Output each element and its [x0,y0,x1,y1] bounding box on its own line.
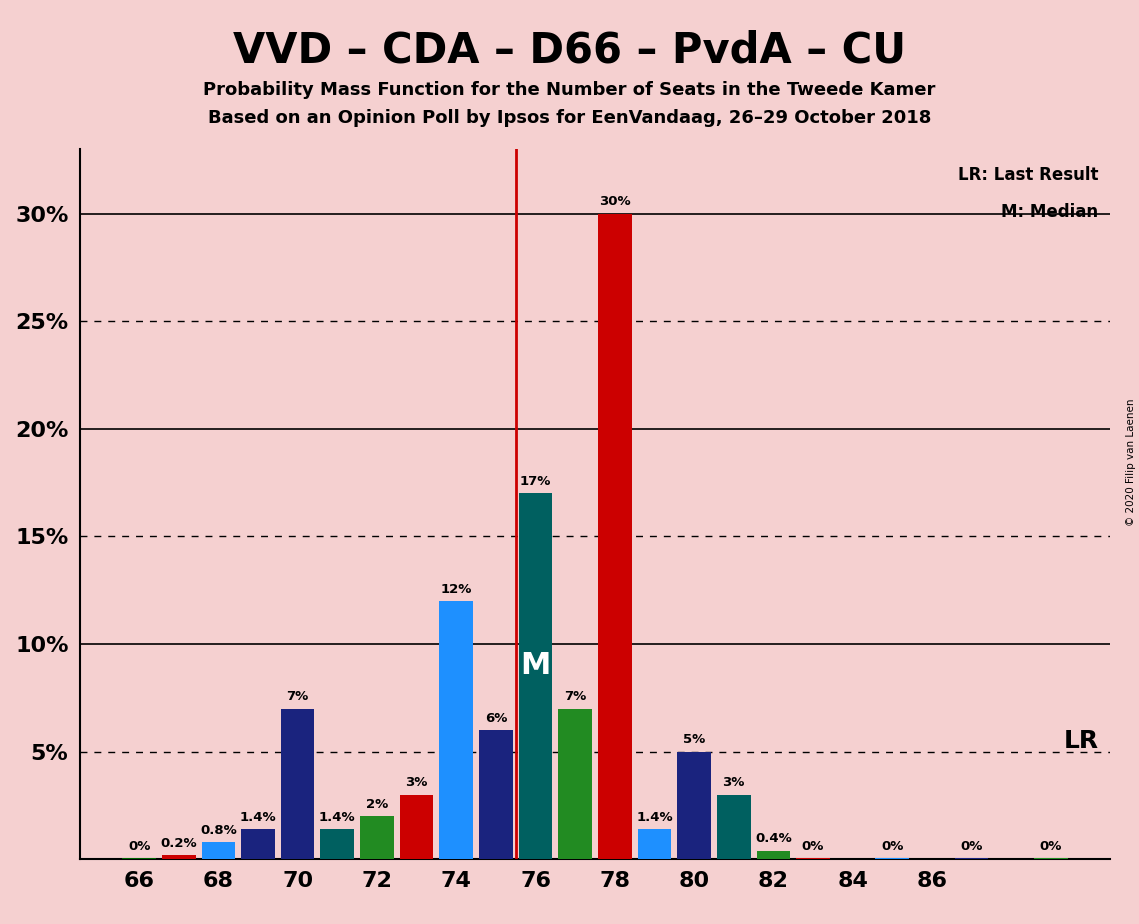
Text: Probability Mass Function for the Number of Seats in the Tweede Kamer: Probability Mass Function for the Number… [204,81,935,99]
Bar [241,829,274,859]
Text: 0%: 0% [802,840,825,853]
Text: Based on an Opinion Poll by Ipsos for EenVandaag, 26–29 October 2018: Based on an Opinion Poll by Ipsos for Ee… [207,109,932,127]
Bar [796,858,830,859]
Text: 12%: 12% [441,583,472,596]
Text: 30%: 30% [599,195,631,208]
Text: 6%: 6% [485,711,507,724]
Text: M: Median: M: Median [1001,202,1098,221]
Text: 2%: 2% [366,798,388,811]
Text: LR: Last Result: LR: Last Result [958,166,1098,184]
Text: 7%: 7% [287,690,309,703]
Text: 3%: 3% [722,776,745,789]
Text: 17%: 17% [519,475,551,488]
Bar [716,795,751,859]
Bar [518,493,552,859]
Bar [1034,858,1067,859]
Text: 0.8%: 0.8% [200,824,237,837]
Text: 0%: 0% [960,840,983,853]
Text: M: M [521,651,550,680]
Bar [876,858,909,859]
Bar [954,858,989,859]
Text: 7%: 7% [564,690,587,703]
Bar [202,842,236,859]
Bar [320,829,354,859]
Bar [638,829,671,859]
Text: 0.4%: 0.4% [755,833,792,845]
Text: 3%: 3% [405,776,428,789]
Text: 0%: 0% [1040,840,1062,853]
Bar [558,709,592,859]
Bar [162,855,196,859]
Bar [281,709,314,859]
Bar [480,730,513,859]
Bar [122,858,156,859]
Bar [400,795,434,859]
Text: LR: LR [1064,729,1098,753]
Bar [440,602,473,859]
Bar [678,752,711,859]
Bar [756,851,790,859]
Text: 0%: 0% [128,840,150,853]
Bar [360,816,394,859]
Text: 1.4%: 1.4% [319,811,355,824]
Text: VVD – CDA – D66 – PvdA – CU: VVD – CDA – D66 – PvdA – CU [233,30,906,71]
Text: 0.2%: 0.2% [161,837,197,850]
Text: © 2020 Filip van Laenen: © 2020 Filip van Laenen [1126,398,1136,526]
Bar [598,213,632,859]
Text: 1.4%: 1.4% [239,811,277,824]
Text: 5%: 5% [683,734,705,747]
Text: 0%: 0% [882,840,903,853]
Text: 1.4%: 1.4% [636,811,673,824]
